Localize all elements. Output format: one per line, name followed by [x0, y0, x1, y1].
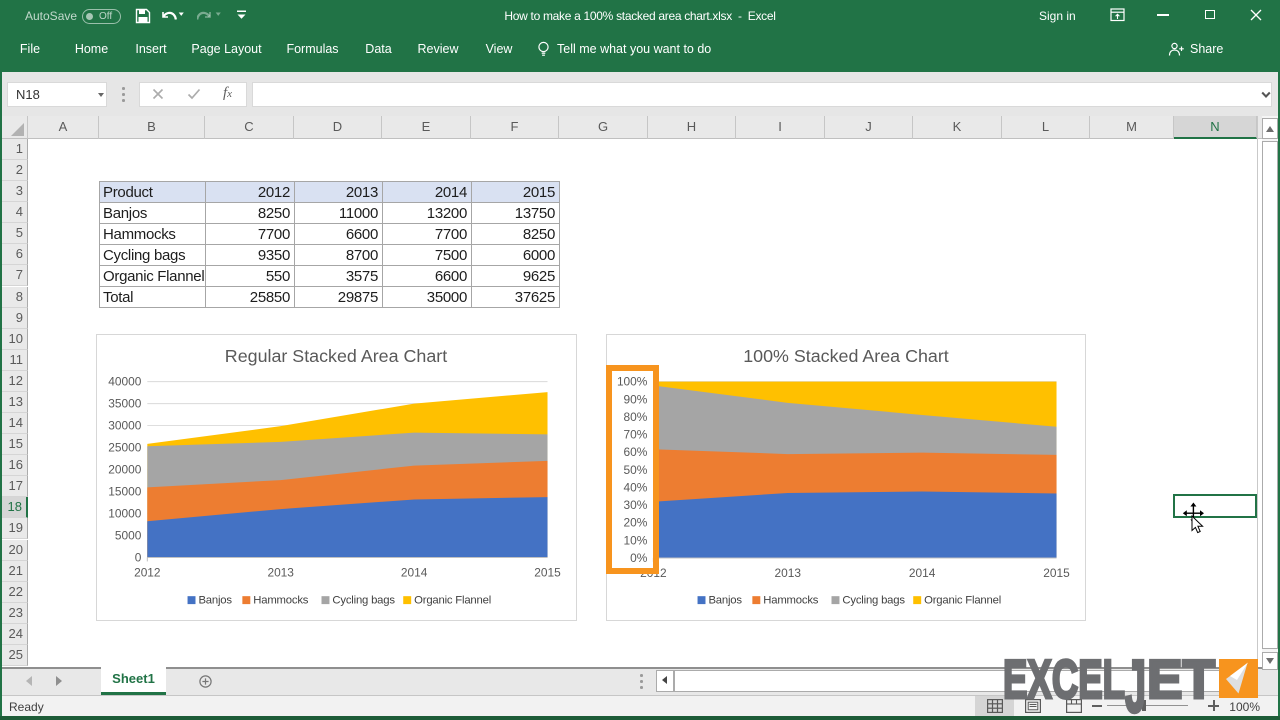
svg-text:30000: 30000 [108, 419, 141, 433]
svg-text:2015: 2015 [534, 565, 561, 579]
svg-text:40000: 40000 [108, 375, 141, 389]
svg-text:2013: 2013 [267, 565, 294, 579]
svg-text:35000: 35000 [108, 397, 141, 411]
svg-text:2013: 2013 [774, 566, 801, 580]
svg-text:ET: ET [1147, 650, 1215, 710]
svg-text:Hammocks: Hammocks [253, 595, 309, 607]
svg-text:100% Stacked Area Chart: 100% Stacked Area Chart [743, 346, 949, 366]
svg-text:80%: 80% [624, 410, 648, 424]
svg-text:Banjos: Banjos [708, 595, 742, 607]
svg-text:2012: 2012 [134, 565, 161, 579]
svg-text:Cycling bags: Cycling bags [332, 595, 395, 607]
svg-text:J: J [1125, 650, 1146, 716]
svg-text:Cycling bags: Cycling bags [842, 595, 905, 607]
svg-text:2014: 2014 [401, 565, 428, 579]
svg-text:5000: 5000 [115, 528, 142, 542]
svg-text:20%: 20% [624, 516, 648, 530]
svg-text:25000: 25000 [108, 441, 141, 455]
svg-text:EXCEL: EXCEL [1003, 650, 1125, 710]
svg-text:Regular Stacked Area Chart: Regular Stacked Area Chart [225, 346, 447, 366]
svg-text:10000: 10000 [108, 507, 141, 521]
svg-text:70%: 70% [624, 427, 648, 441]
svg-text:90%: 90% [624, 392, 648, 406]
svg-text:30%: 30% [624, 498, 648, 512]
svg-text:20000: 20000 [108, 463, 141, 477]
svg-text:Banjos: Banjos [198, 595, 232, 607]
svg-text:Hammocks: Hammocks [763, 595, 819, 607]
svg-text:Organic Flannel: Organic Flannel [414, 595, 491, 607]
svg-text:Organic Flannel: Organic Flannel [924, 595, 1001, 607]
svg-text:100%: 100% [617, 375, 648, 389]
svg-text:0%: 0% [630, 551, 648, 565]
svg-text:2015: 2015 [1043, 566, 1070, 580]
svg-text:10%: 10% [624, 533, 648, 547]
svg-text:50%: 50% [624, 463, 648, 477]
svg-text:60%: 60% [624, 445, 648, 459]
svg-text:2014: 2014 [909, 566, 936, 580]
svg-text:40%: 40% [624, 480, 648, 494]
svg-text:0: 0 [135, 550, 142, 564]
svg-text:15000: 15000 [108, 484, 141, 498]
